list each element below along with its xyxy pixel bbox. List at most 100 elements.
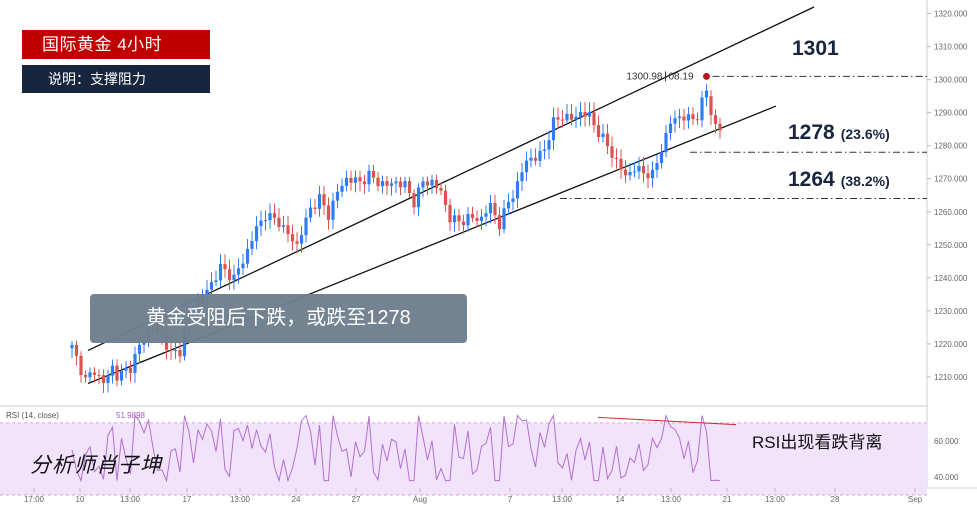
level-1278: 1278 (23.6%) [788,121,890,145]
candle-up [281,225,286,227]
candle-down [461,221,466,226]
candle-up [380,181,385,187]
time-tick-label: 13:00 [661,495,682,504]
time-tick-label: 13:00 [120,495,141,504]
candle-up [421,181,425,188]
callout-box: 黄金受阻后下跌，或跌至1278 [90,294,467,343]
price-tick-label: 1260.000 [934,208,968,217]
candle-up [664,133,668,153]
price-tick-label: 1210.000 [934,373,968,382]
candle-down [115,365,119,381]
candle-down [83,375,88,378]
candle-down [560,119,565,121]
price-tick-label: 1220.000 [934,340,968,349]
candle-up [650,169,655,179]
candle-down [385,181,389,186]
peak-label-left: 1300.98 [626,71,663,82]
candle-down [709,96,713,116]
candle-up [542,149,547,151]
price-axis: 1320.000 1310.000 1300.000 1290.000 1280.000… [927,10,968,382]
candle-down [322,194,326,206]
candle-up [340,185,344,192]
time-tick-label: 13:00 [765,495,786,504]
candle-down [223,264,227,270]
time-tick-label: 14 [616,495,625,504]
rsi-tick-label: 60.000 [934,437,959,446]
candle-up [565,113,569,121]
candle-down [646,173,650,179]
candle-up [430,179,434,186]
candle-down [371,170,376,178]
candle-down [497,215,502,230]
price-tick-label: 1280.000 [934,142,968,151]
candle-up [551,117,556,141]
candle-up [236,268,241,275]
time-tick-label: 27 [352,495,361,504]
candle-up [259,220,263,227]
candle-down [443,190,448,205]
candle-up [416,187,421,208]
price-tick-label: 1310.000 [934,43,968,52]
candle-up [394,181,398,184]
candle-down [290,234,295,242]
rsi-band: 60.000 40.000 [0,422,959,496]
candle-down [227,269,232,281]
candle-down [682,116,686,121]
candle-down [610,146,614,158]
candle-down [178,349,182,357]
level-value: 1278 [788,121,835,144]
candle-up [133,353,137,373]
candle-up [263,220,268,222]
candle-down [97,374,101,376]
candle-down [691,114,695,120]
candle-up [268,213,272,221]
candle-down [533,157,538,161]
level-value: 1264 [788,168,835,191]
candle-down [493,202,497,216]
rsi-divergence-line [597,416,737,426]
time-tick-label: 13:00 [552,495,573,504]
candle-up [466,213,470,226]
candle-down [326,205,331,220]
candle-up [335,191,340,201]
candle-down [313,207,317,209]
candle-up [484,213,488,217]
rsi-divergence-note: RSI出现看跌背离 [752,433,883,452]
candle-up [70,344,74,349]
candle-up [353,177,358,183]
title-tag: 国际黄金 4小时 [22,30,210,59]
candle-up [632,171,637,173]
candle-down [128,367,133,373]
candle-up [331,200,335,220]
candle-down [596,125,601,137]
candle-down [376,177,380,187]
time-tick-label: 17:00 [24,495,45,504]
candle-up [700,97,704,121]
candle-down [614,157,619,159]
rsi-last-value: 51.9898 [116,411,145,420]
price-tick-label: 1270.000 [934,175,968,184]
candle-up [403,181,407,188]
candle-down [272,213,277,218]
rsi-series-line [71,413,721,483]
candle-up [218,264,223,281]
candle-up [547,140,551,150]
candle-down [448,204,452,223]
candle-up [628,172,632,176]
candle-up [367,170,371,185]
candle-up [704,90,709,98]
level-1264: 1264 (38.2%) [788,168,890,192]
candle-down [286,225,290,235]
rsi-title: RSI (14, close) [6,411,59,420]
price-tick-label: 1300.000 [934,76,968,85]
candle-down [349,177,353,183]
candle-up [538,150,542,161]
candle-down [295,241,299,244]
candle-down [475,218,479,221]
candle-up [209,282,214,290]
time-axis: 17:00 10 13:00 17 13:00 24 27 Aug 7 13:00 14 13:00 2… [24,488,923,504]
candle-down [713,115,718,124]
candle-up [659,152,664,164]
candle-up [317,194,322,209]
price-tick-label: 1240.000 [934,274,968,283]
